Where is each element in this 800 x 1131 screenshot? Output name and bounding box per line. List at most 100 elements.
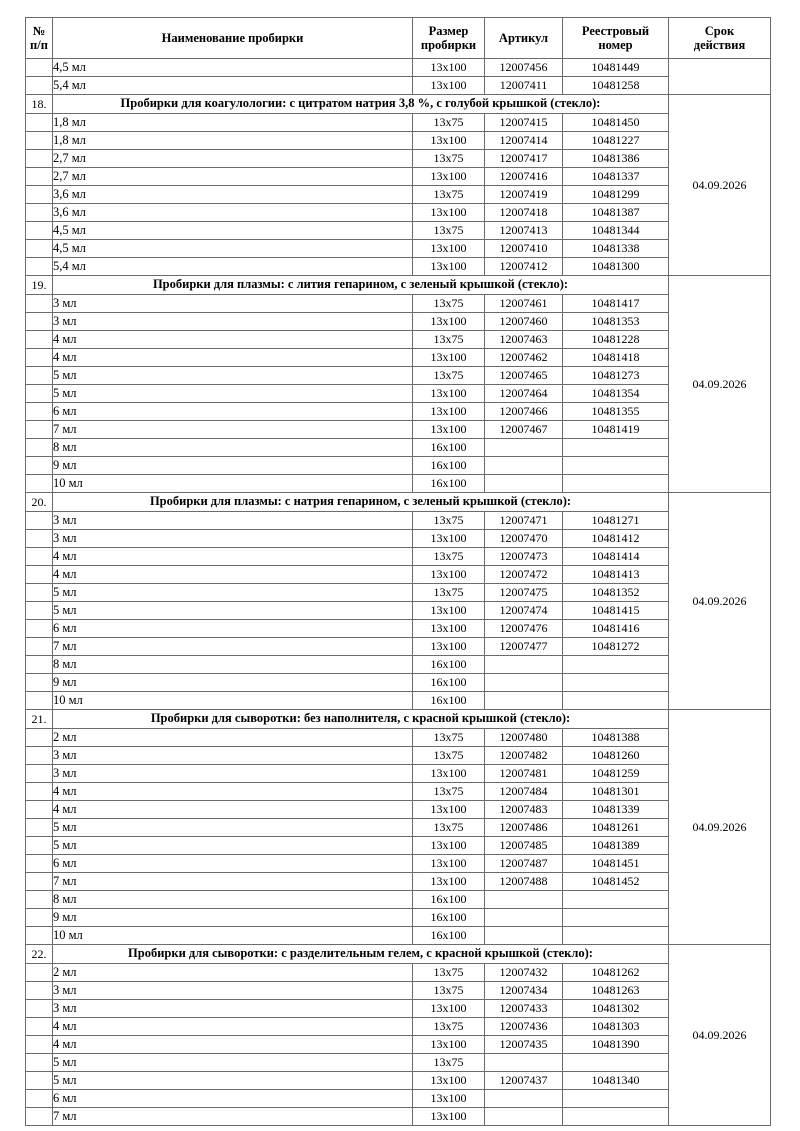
- cell-article: 12007487: [484, 854, 563, 873]
- cell-number: [25, 547, 53, 566]
- cell-article: 12007483: [484, 800, 563, 819]
- column-header-term: Срок действия: [668, 17, 771, 59]
- cell-article: 12007432: [484, 963, 563, 982]
- cell-number: [25, 655, 53, 674]
- cell-tube-name: 2,7 мл: [52, 149, 413, 168]
- cell-tube-name: 7 мл: [52, 872, 413, 891]
- cell-article: 12007437: [484, 1071, 563, 1090]
- cell-article: [484, 691, 563, 710]
- cell-number: [25, 438, 53, 457]
- cell-tube-size: 13x75: [412, 583, 485, 602]
- cell-article: 12007417: [484, 149, 563, 168]
- document-page: № п/п Наименование пробирки Размер проби…: [25, 17, 771, 1126]
- table-row: 2,7 мл 13x75 12007417 10481386: [25, 149, 771, 168]
- cell-tube-size: 13x75: [412, 963, 485, 982]
- cell-number: [25, 58, 53, 77]
- cell-number: [25, 294, 53, 313]
- table-row: 2 мл 13x75 12007480 10481388: [25, 728, 771, 747]
- cell-article: 12007477: [484, 637, 563, 656]
- cell-tube-size: 13x100: [412, 1089, 485, 1108]
- table-row: 5 мл 13x75: [25, 1053, 771, 1072]
- table-row: 2,7 мл 13x100 12007416 10481337: [25, 167, 771, 186]
- cell-number: [25, 1089, 53, 1108]
- section-header-row: 21. Пробирки для сыворотки: без наполните…: [25, 709, 771, 945]
- table-row: 3 мл 13x75 12007482 10481260: [25, 746, 771, 765]
- cell-tube-name: 4 мл: [52, 565, 413, 584]
- column-header-size: Размер пробирки: [412, 17, 485, 59]
- cell-registry-number: [562, 908, 669, 927]
- table-row: 3 мл 13x75 12007434 10481263: [25, 981, 771, 1000]
- cell-number: [25, 800, 53, 819]
- cell-number: [25, 239, 53, 258]
- column-header-size-line2: пробирки: [420, 38, 477, 52]
- cell-tube-name: 5 мл: [52, 1071, 413, 1090]
- cell-registry-number: 10481452: [562, 872, 669, 891]
- table-header-row: № п/п Наименование пробирки Размер проби…: [25, 17, 771, 59]
- cell-article: [484, 655, 563, 674]
- cell-tube-name: 5 мл: [52, 583, 413, 602]
- cell-registry-number: 10481271: [562, 511, 669, 530]
- cell-section-title: Пробирки для коагулологии: с цитратом на…: [52, 94, 669, 114]
- cell-tube-name: 4 мл: [52, 800, 413, 819]
- cell-tube-name: 5 мл: [52, 818, 413, 837]
- cell-tube-name: 10 мл: [52, 474, 413, 493]
- cell-registry-number: 10481390: [562, 1035, 669, 1054]
- cell-number: [25, 1107, 53, 1126]
- cell-registry-number: [562, 1089, 669, 1108]
- cell-number: [25, 908, 53, 927]
- cell-article: 12007467: [484, 420, 563, 439]
- cell-number: [25, 836, 53, 855]
- cell-article: 12007416: [484, 167, 563, 186]
- cell-tube-name: 8 мл: [52, 438, 413, 457]
- table-row: 5,4 мл 13x100 12007411 10481258: [25, 76, 771, 95]
- cell-tube-size: 13x75: [412, 149, 485, 168]
- table-header: № п/п Наименование пробирки Размер проби…: [25, 17, 771, 59]
- cell-registry-number: 10481258: [562, 76, 669, 95]
- table-row: 8 мл 16x100: [25, 438, 771, 457]
- table-row: 4 мл 13x75 12007484 10481301: [25, 782, 771, 801]
- cell-article: [484, 926, 563, 945]
- cell-number: [25, 511, 53, 530]
- cell-article: 12007433: [484, 999, 563, 1018]
- cell-term: [668, 58, 771, 95]
- cell-tube-name: 5,4 мл: [52, 76, 413, 95]
- cell-registry-number: 10481352: [562, 583, 669, 602]
- cell-registry-number: 10481227: [562, 131, 669, 150]
- cell-number: [25, 402, 53, 421]
- cell-number: [25, 203, 53, 222]
- table-row: 1,8 мл 13x75 12007415 10481450: [25, 113, 771, 132]
- cell-article: 12007474: [484, 601, 563, 620]
- cell-section-title: Пробирки для сыворотки: с разделительным…: [52, 944, 669, 964]
- cell-tube-size: 13x75: [412, 185, 485, 204]
- cell-article: 12007473: [484, 547, 563, 566]
- cell-number: [25, 312, 53, 331]
- cell-article: 12007486: [484, 818, 563, 837]
- cell-number: [25, 330, 53, 349]
- cell-tube-name: 5,4 мл: [52, 257, 413, 276]
- cell-number: [25, 149, 53, 168]
- cell-tube-name: 3,6 мл: [52, 203, 413, 222]
- table-row: 6 мл 13x100 12007487 10481451: [25, 854, 771, 873]
- cell-number: [25, 257, 53, 276]
- cell-article: 12007482: [484, 746, 563, 765]
- cell-tube-size: 16x100: [412, 926, 485, 945]
- cell-tube-name: 5 мл: [52, 366, 413, 385]
- cell-article: [484, 890, 563, 909]
- cell-article: 12007434: [484, 981, 563, 1000]
- cell-registry-number: 10481301: [562, 782, 669, 801]
- section-header-row: 22. Пробирки для сыворотки: с разделитель…: [25, 944, 771, 1126]
- cell-article: 12007419: [484, 185, 563, 204]
- cell-number: [25, 1035, 53, 1054]
- cell-tube-name: 6 мл: [52, 854, 413, 873]
- cell-registry-number: 10481302: [562, 999, 669, 1018]
- cell-registry-number: 10481338: [562, 239, 669, 258]
- cell-article: 12007470: [484, 529, 563, 548]
- cell-article: 12007414: [484, 131, 563, 150]
- table-row: 3,6 мл 13x75 12007419 10481299: [25, 185, 771, 204]
- cell-section-number: 19.: [25, 275, 53, 295]
- cell-tube-name: 3 мл: [52, 294, 413, 313]
- table-body: 4,5 мл 13x100 12007456 10481449 5,4 мл 13x100…: [25, 58, 771, 1126]
- cell-tube-size: 13x100: [412, 619, 485, 638]
- cell-tube-name: 4,5 мл: [52, 58, 413, 77]
- cell-registry-number: 10481413: [562, 565, 669, 584]
